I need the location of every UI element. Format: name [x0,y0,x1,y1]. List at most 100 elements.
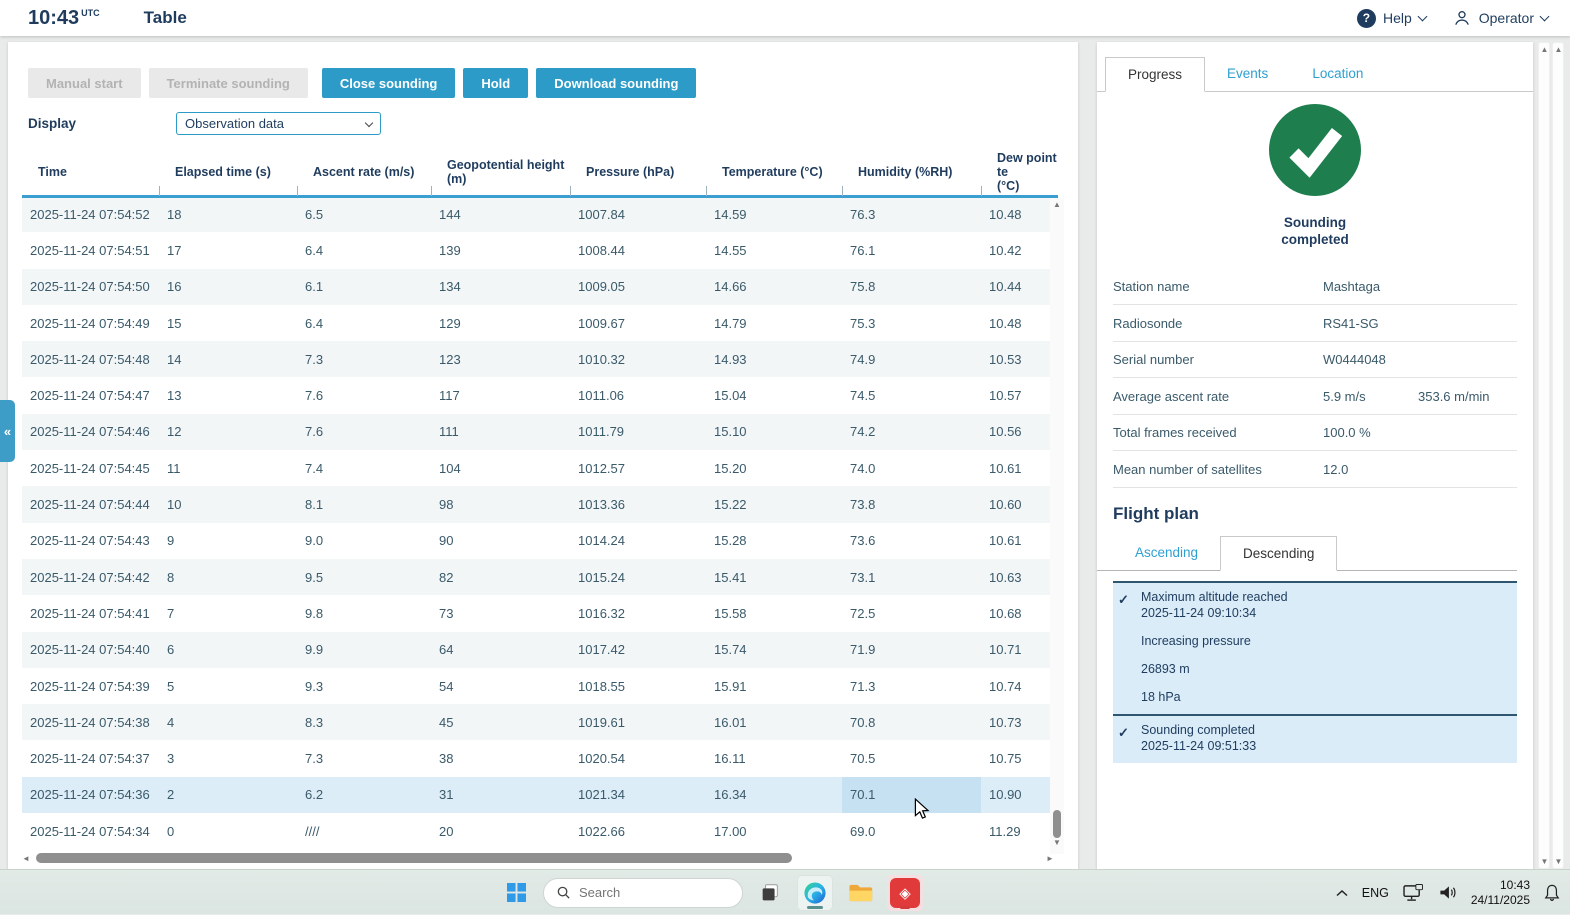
edge-browser-button[interactable] [797,874,833,911]
table-cell[interactable]: 2025-11-24 07:54:51 [30,242,150,258]
table-row[interactable]: 2025-11-24 07:54:40 6 9.9 64 1017.42 15.74 71.… [22,631,1058,668]
table-cell[interactable]: 15 [167,315,182,331]
table-cell[interactable]: 2025-11-24 07:54:41 [30,605,150,621]
table-cell[interactable]: 10.61 [989,460,1022,476]
table-cell[interactable]: 10.90 [989,787,1022,803]
task-view-button[interactable] [752,875,788,911]
help-menu[interactable]: ? Help [1356,8,1428,28]
table-cell[interactable]: 1014.24 [578,533,625,549]
table-cell[interactable]: 15.22 [714,497,747,513]
table-cell[interactable]: 15.41 [714,569,747,585]
table-cell[interactable]: 10.48 [989,207,1022,223]
table-cell[interactable]: 15.10 [714,424,747,440]
table-cell[interactable]: 15.58 [714,605,747,621]
table-cell[interactable]: 16.34 [714,787,747,803]
table-row[interactable]: 2025-11-24 07:54:46 12 7.6 111 1011.79 15.10 7… [22,413,1058,451]
table-cell[interactable]: 17 [167,242,182,258]
table-cell[interactable]: 7.3 [305,351,324,367]
table-cell[interactable]: 4 [167,714,175,730]
scroll-down-icon[interactable]: ▼ [1053,838,1061,847]
table-cell[interactable]: 2025-11-24 07:54:38 [30,714,150,730]
table-cell[interactable]: 10.53 [989,351,1022,367]
table-cell[interactable]: 6.2 [305,787,324,803]
page-scrollbar[interactable]: ▲ ▼ [1552,42,1564,869]
tray-clock[interactable]: 10:43 24/11/2025 [1470,877,1530,907]
table-cell[interactable]: 13 [167,388,182,404]
table-cell[interactable]: 17.00 [714,823,747,839]
table-cell[interactable]: 15.74 [714,642,747,658]
table-cell[interactable]: 10.56 [989,424,1022,440]
table-cell[interactable]: 1015.24 [578,569,625,585]
display-select[interactable]: Observation data [176,112,381,135]
outer-scrollbar[interactable]: ▲ ▼ [1538,42,1550,869]
table-cell[interactable]: 5 [167,678,175,694]
table-cell[interactable]: 16.01 [714,714,747,730]
table-cell[interactable]: 1012.57 [578,460,625,476]
table-cell[interactable]: 15.20 [714,460,747,476]
scroll-left-icon[interactable]: ◄ [22,853,30,863]
table-cell[interactable]: 139 [439,242,461,258]
table-cell[interactable]: 38 [439,751,454,767]
table-cell[interactable]: 90 [439,533,454,549]
table-cell[interactable]: 18 [167,207,182,223]
sounding-app-button[interactable]: ◈ [887,874,923,911]
table-cell[interactable]: 73.6 [850,533,876,549]
table-cell[interactable]: 2025-11-24 07:54:36 [30,787,150,803]
tab-location[interactable]: Location [1312,66,1364,81]
table-row[interactable]: 2025-11-24 07:54:34 0 //// 20 1022.66 17.00 69… [22,813,1058,849]
table-cell[interactable]: 1016.32 [578,605,625,621]
table-cell[interactable]: 71.3 [850,678,876,694]
hold-button[interactable]: Hold [463,68,529,98]
network-icon[interactable] [1403,883,1424,902]
taskbar-search[interactable] [543,877,743,908]
table-cell[interactable]: 14 [167,351,182,367]
start-button[interactable] [498,875,534,911]
table-cell[interactable]: 16.11 [714,751,746,767]
tab-events[interactable]: Events [1227,66,1269,81]
table-row[interactable]: 2025-11-24 07:54:45 11 7.4 104 1012.57 15.20 7… [22,450,1058,486]
table-cell[interactable]: 11.29 [989,823,1021,839]
table-cell[interactable]: 1011.79 [578,424,625,440]
horizontal-scroll-thumb[interactable] [36,853,792,863]
table-cell[interactable]: 144 [439,207,461,223]
table-cell[interactable]: 10.63 [989,569,1022,585]
table-cell[interactable]: 14.79 [714,315,747,331]
table-cell[interactable]: 9.9 [305,642,324,658]
table-cell[interactable]: 70.8 [850,714,876,730]
table-cell[interactable]: 1013.36 [578,497,625,513]
table-cell[interactable]: 1022.66 [578,823,625,839]
collapse-panel-button[interactable]: « [0,400,15,462]
table-cell[interactable]: 11 [167,460,181,476]
table-row[interactable]: 2025-11-24 07:54:51 17 6.4 139 1008.44 14.55 7… [22,232,1058,268]
table-cell[interactable]: 1021.34 [578,787,625,803]
table-cell[interactable]: 14.66 [714,279,747,295]
table-cell[interactable]: 1009.05 [578,279,625,295]
scroll-down-icon[interactable]: ▼ [1554,857,1563,866]
table-cell[interactable]: 74.2 [850,424,876,440]
table-row[interactable]: 2025-11-24 07:54:43 9 9.0 90 1014.24 15.28 73.… [22,523,1058,559]
operator-menu[interactable]: Operator [1452,8,1550,28]
table-cell[interactable]: 8 [167,569,175,585]
table-cell[interactable]: 31 [439,787,454,803]
table-cell[interactable]: 6.4 [305,315,324,331]
table-cell[interactable]: 117 [439,388,460,404]
table-cell[interactable]: 74.9 [850,351,876,367]
table-cell[interactable]: 1020.54 [578,751,625,767]
table-cell[interactable]: 10.48 [989,315,1022,331]
table-cell[interactable]: 8.3 [305,714,324,730]
table-cell[interactable]: 74.0 [850,460,876,476]
table-cell[interactable]: 71.9 [850,642,876,658]
table-cell[interactable]: 1019.61 [578,714,625,730]
table-cell[interactable]: 129 [439,315,461,331]
table-cell[interactable]: 2025-11-24 07:54:52 [30,207,150,223]
table-row[interactable]: 2025-11-24 07:54:39 5 9.3 54 1018.55 15.91 71.… [22,668,1058,704]
table-cell[interactable]: 6.1 [305,279,324,295]
table-row[interactable]: 2025-11-24 07:54:36 2 6.2 31 1021.34 16.34 70.… [22,776,1058,814]
table-cell[interactable]: 2025-11-24 07:54:44 [30,497,150,513]
table-cell[interactable]: 2025-11-24 07:54:46 [30,424,150,440]
table-cell[interactable]: 76.1 [850,242,876,258]
close-sounding-button[interactable]: Close sounding [321,68,456,98]
table-cell[interactable]: 8.1 [305,497,324,513]
table-row[interactable]: 2025-11-24 07:54:42 8 9.5 82 1015.24 15.41 73.… [22,558,1058,596]
table-horizontal-scrollbar[interactable]: ◄ ► [22,852,1058,864]
